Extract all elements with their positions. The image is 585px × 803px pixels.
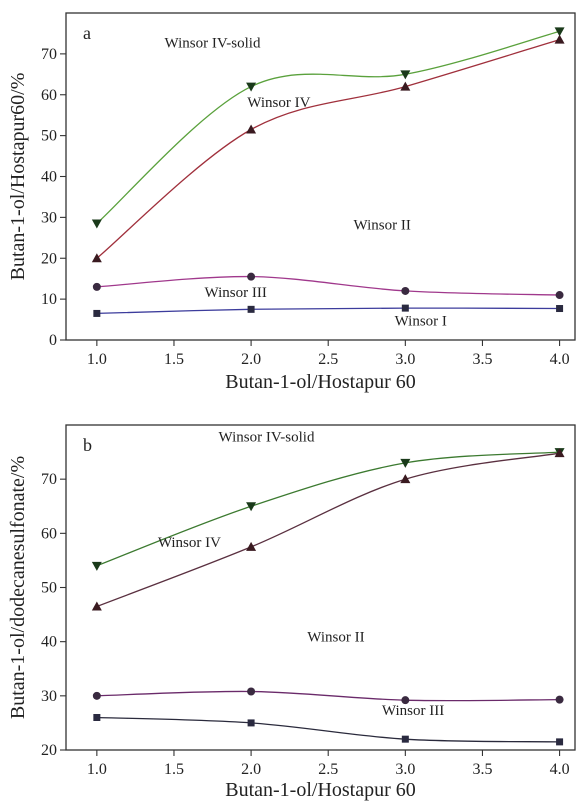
data-point [555, 695, 564, 704]
x-tick-label: 1.5 [164, 761, 184, 778]
y-tick-label: 0 [49, 332, 57, 349]
panel-letter: a [83, 23, 91, 43]
y-axis-title: Butan-1-ol/dodecanesulfonate/% [7, 456, 29, 719]
series-line [96, 716, 560, 743]
series-line [96, 38, 560, 259]
x-tick-label: 3.0 [395, 351, 415, 368]
chart-panel-b: 1.0 1.5 2.0 2.5 3.0 3.5 4.0 20 30 40 50 60 70 Butan-1… [7, 424, 576, 801]
y-tick-label: 40 [41, 634, 57, 651]
data-point [400, 70, 411, 80]
data-point [401, 696, 410, 705]
data-point [91, 253, 102, 263]
x-tick-label: 1.0 [87, 761, 107, 778]
data-point [246, 502, 257, 512]
x-tick-label: 2.0 [241, 351, 261, 368]
x-tick-label: 2.0 [241, 761, 261, 778]
data-point [247, 305, 255, 313]
data-point [246, 82, 257, 92]
data-point [93, 714, 101, 721]
x-axis-title: Butan-1-ol/Hostapur 60 [225, 371, 416, 393]
series-line [96, 275, 560, 296]
x-axis-title: Butan-1-ol/Hostapur 60 [225, 779, 416, 801]
x-tick-label: 2.5 [318, 761, 338, 778]
y-tick-label: 70 [41, 471, 57, 488]
x-tick-label: 3.0 [395, 761, 415, 778]
x-tick-label: 3.5 [472, 351, 492, 368]
series-line [96, 690, 560, 702]
region-label: Winsor II [354, 218, 411, 234]
y-tick-label: 50 [41, 580, 57, 597]
data-point [246, 541, 257, 551]
data-point [91, 561, 102, 571]
data-point [401, 304, 409, 312]
data-point [554, 448, 565, 458]
x-tick-label: 4.0 [550, 351, 570, 368]
data-point [556, 738, 564, 746]
data-point [93, 309, 101, 317]
x-tick-label: 3.5 [472, 761, 492, 778]
y-tick-label: 20 [41, 250, 57, 267]
data-point [246, 124, 257, 134]
y-tick-label: 60 [41, 87, 57, 104]
series-line [96, 307, 560, 315]
data-point [247, 272, 256, 281]
data-point [92, 691, 101, 700]
region-label: Winsor IV [247, 95, 310, 111]
data-point [247, 687, 256, 696]
x-tick-label: 2.5 [318, 351, 338, 368]
y-tick-label: 10 [41, 291, 57, 308]
series-line [96, 30, 560, 224]
data-point [400, 458, 411, 468]
data-point [401, 735, 409, 743]
chart-panel-a: 1.0 1.5 2.0 2.5 3.0 3.5 4.0 0 10 20 30 40 50 60 70 Buta… [7, 12, 576, 393]
y-tick-label: 60 [41, 525, 57, 542]
data-point [91, 601, 102, 611]
region-label: Winsor I [395, 314, 447, 330]
data-point [91, 219, 102, 229]
x-tick-label: 4.0 [550, 761, 570, 778]
x-tick-label: 1.5 [164, 351, 184, 368]
data-point [554, 34, 565, 44]
data-point [555, 291, 564, 300]
series-line [96, 452, 560, 608]
region-label: Winsor IV [158, 535, 221, 551]
data-point [401, 286, 410, 295]
data-point [400, 474, 411, 484]
plot-frame [65, 12, 576, 341]
data-point [556, 305, 564, 313]
y-tick-label: 70 [41, 46, 57, 63]
data-point [92, 282, 101, 291]
y-tick-label: 40 [41, 169, 57, 186]
y-axis-title: Butan-1-ol/Hostapur60/% [7, 73, 29, 281]
y-tick-label: 20 [41, 742, 57, 759]
y-tick-label: 50 [41, 128, 57, 145]
region-label: Winsor III [205, 285, 267, 301]
data-point [554, 27, 565, 37]
panel-letter: b [83, 435, 92, 455]
x-tick-label: 1.0 [87, 351, 107, 368]
data-point [247, 719, 255, 727]
region-label: Winsor III [382, 703, 444, 719]
data-point [400, 81, 411, 91]
region-label: Winsor IV-solid [219, 429, 315, 445]
region-label: Winsor IV-solid [165, 36, 261, 52]
y-tick-label: 30 [41, 209, 57, 226]
plot-frame [65, 424, 576, 751]
series-line [96, 451, 560, 567]
region-label: Winsor II [307, 630, 364, 646]
y-tick-label: 30 [41, 688, 57, 705]
